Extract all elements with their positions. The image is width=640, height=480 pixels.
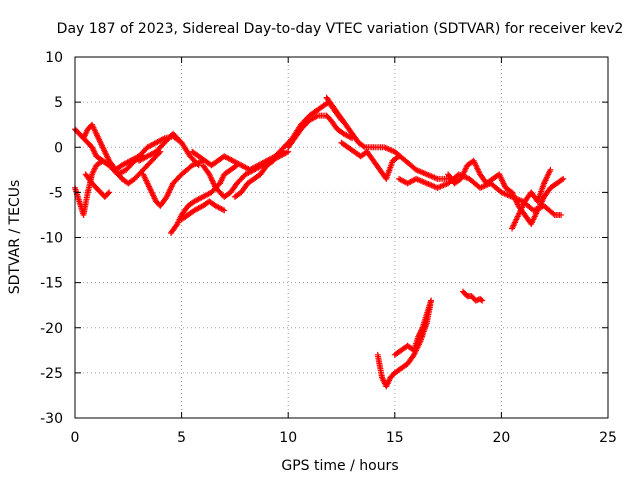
- y-tick-label: 10: [45, 50, 63, 66]
- x-tick-label: 15: [386, 430, 404, 446]
- series-track-e: [140, 157, 206, 209]
- series-track-m: [285, 112, 356, 151]
- y-tick-label: -20: [40, 321, 63, 337]
- series-track-r: [509, 166, 554, 232]
- x-tick-label: 25: [599, 430, 617, 446]
- data-marker: [558, 176, 565, 183]
- y-tick-label: -30: [40, 411, 63, 427]
- plot-frame: [74, 56, 609, 419]
- series-track-u: [460, 288, 486, 304]
- series-track-t: [391, 297, 435, 358]
- y-tick-label: 5: [54, 95, 63, 111]
- data-point: [479, 297, 486, 304]
- series-track-c: [80, 121, 164, 187]
- x-axis-label: GPS time / hours: [281, 458, 398, 474]
- y-tick-label: -10: [40, 231, 63, 247]
- data-marker: [360, 143, 367, 150]
- data-marker: [105, 190, 112, 197]
- series-track-f: [135, 130, 202, 169]
- y-tick-label: -25: [40, 366, 63, 382]
- data-layer: [72, 94, 567, 390]
- series-track-s: [374, 297, 435, 390]
- y-tick-label: 0: [54, 140, 63, 156]
- series-track-n: [323, 94, 452, 182]
- data-marker: [194, 161, 201, 168]
- chart-title: Day 187 of 2023, Sidereal Day-to-day VTE…: [57, 21, 624, 37]
- data-point: [428, 297, 435, 304]
- data-marker: [550, 210, 557, 217]
- data-marker: [394, 154, 401, 161]
- data-point: [106, 189, 113, 196]
- x-tick-label: 10: [279, 430, 297, 446]
- data-point: [547, 166, 554, 173]
- grid-layer: [75, 57, 608, 418]
- series-track-h: [178, 198, 228, 223]
- data-point: [558, 211, 565, 218]
- x-tick-label: 20: [492, 430, 510, 446]
- series-track-o: [338, 139, 403, 182]
- data-marker: [478, 296, 485, 303]
- series-track-g: [167, 162, 241, 236]
- axes-layer: 0 5 10 15 20 25 -30 -25 -20 -15 -10 -5 0 5 10: [40, 50, 617, 446]
- x-tick-label: 0: [71, 430, 80, 446]
- data-point: [396, 153, 403, 160]
- y-tick-label: -5: [49, 185, 63, 201]
- y-axis-label: SDTVAR / TECUs: [7, 180, 23, 295]
- data-point: [560, 175, 567, 182]
- data-point: [221, 207, 228, 214]
- y-tick-label: -15: [40, 276, 63, 292]
- x-tick-label: 5: [177, 430, 186, 446]
- series-track-d: [82, 171, 113, 200]
